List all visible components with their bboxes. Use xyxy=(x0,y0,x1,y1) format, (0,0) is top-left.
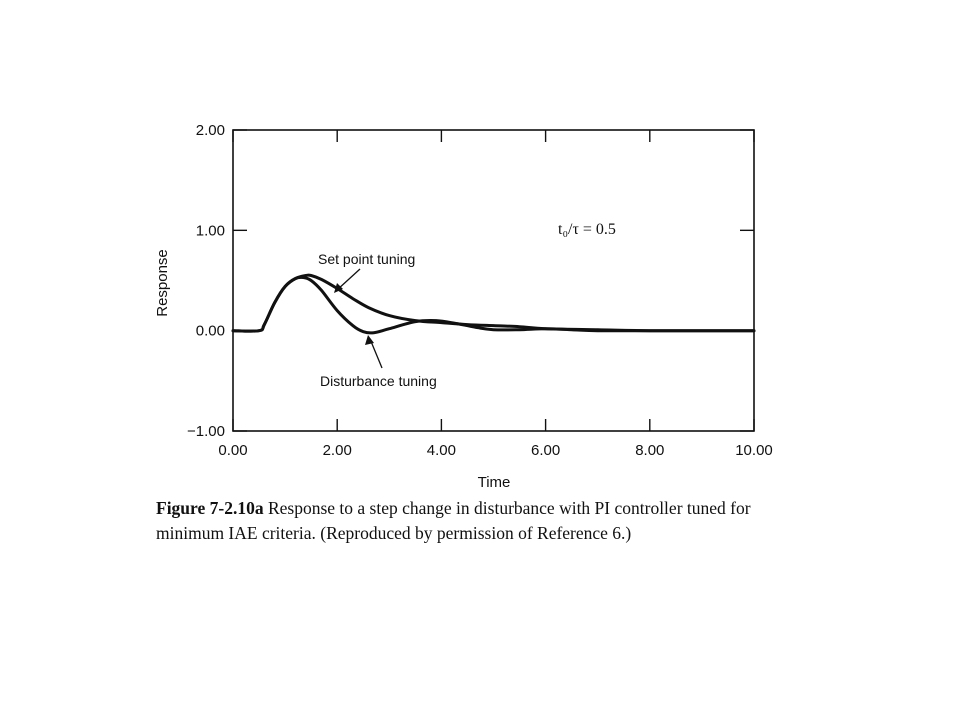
plot-frame xyxy=(232,129,755,432)
set-point-tuning-arrowhead xyxy=(334,283,343,293)
y-tick-label: −1.00 xyxy=(187,423,225,440)
y-tick-label: 2.00 xyxy=(196,122,225,139)
parameter-annotation: t₀/τ = 0.5 xyxy=(558,221,616,238)
x-tick-label: 2.00 xyxy=(323,442,352,459)
set-point-tuning-line xyxy=(231,273,756,333)
figure-label: Figure 7-2.10a xyxy=(156,498,264,518)
disturbance-tuning-label: Disturbance tuning xyxy=(320,373,437,389)
x-tick-label: 8.00 xyxy=(635,442,664,459)
disturbance-tuning-arrow xyxy=(369,338,383,369)
caption-text: Response to a step change in disturbance… xyxy=(156,498,751,543)
x-tick-label: 6.00 xyxy=(531,442,560,459)
set-point-tuning-label: Set point tuning xyxy=(318,251,415,267)
plot-curves xyxy=(231,273,756,335)
x-tick-label: 0.00 xyxy=(218,442,247,459)
set-point-tuning-arrow xyxy=(336,268,361,291)
y-tick-labels: 2.00 1.00 0.00 −1.00 xyxy=(187,122,225,440)
disturbance-tuning-arrowhead xyxy=(365,335,374,345)
y-tick-label: 1.00 xyxy=(196,222,225,239)
x-tick-labels: 0.00 2.00 4.00 6.00 8.00 10.00 xyxy=(218,442,772,459)
figure-caption: Figure 7-2.10a Response to a step change… xyxy=(156,496,796,546)
x-tick-label: 4.00 xyxy=(427,442,456,459)
x-tick-label: 10.00 xyxy=(735,442,773,459)
x-axis-label: Time xyxy=(478,474,511,491)
y-axis-label: Response xyxy=(154,249,171,317)
disturbance-tuning-line xyxy=(231,275,756,335)
y-tick-label: 0.00 xyxy=(196,323,225,340)
